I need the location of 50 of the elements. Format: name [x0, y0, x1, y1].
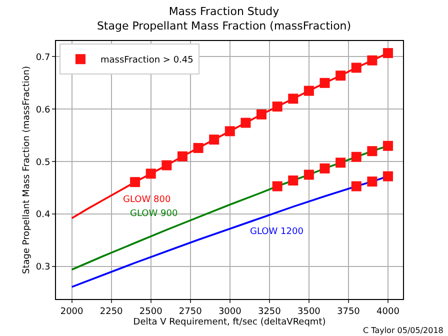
y-tick-label: 0.3 [36, 262, 50, 273]
series-label: GLOW 900 [130, 209, 178, 219]
x-tick-label: 4000 [376, 306, 400, 317]
point [351, 62, 362, 73]
series-label: GLOW 1200 [250, 227, 304, 237]
y-tick-label: 0.5 [36, 158, 50, 168]
point [162, 160, 172, 170]
point [130, 177, 140, 188]
point [351, 181, 362, 192]
y-tick-label: 0.7 [36, 52, 50, 63]
point [382, 171, 393, 182]
point [304, 170, 314, 180]
series-label: GLOW 800 [123, 195, 171, 205]
point [367, 55, 378, 66]
x-axis-title: Delta V Requirement, ft/sec (deltaVReqmt) [133, 318, 326, 328]
point [320, 163, 330, 174]
x-tick-label: 3750 [337, 306, 360, 317]
point [224, 126, 235, 136]
point [320, 78, 330, 88]
point [288, 175, 298, 186]
x-tick-label: 2000 [60, 306, 84, 317]
point [146, 168, 156, 179]
chart-title: Mass Fraction Study Stage Propellant Mass Fraction (massFraction) [96, 5, 352, 32]
x-tick-label: 3250 [258, 306, 282, 317]
x-tick-label: 2250 [100, 306, 124, 317]
point [256, 109, 267, 120]
point [272, 102, 282, 112]
point [272, 181, 282, 192]
y-axis-title: Stage Propellant Mass Fraction (massFraction) [22, 66, 32, 274]
legend-label: massFraction > 0.45 [100, 56, 194, 66]
y-tick-label: 0.6 [36, 105, 50, 116]
x-tick-label: 2750 [178, 306, 202, 317]
point [177, 151, 188, 162]
y-tick-label: 0.4 [36, 210, 50, 220]
text: C Taylor 05/05/2018 [363, 326, 444, 335]
point [367, 146, 378, 156]
point [304, 86, 314, 96]
x-tick-label: 3500 [297, 306, 321, 317]
point [240, 118, 251, 128]
x-tick-label: 2500 [139, 306, 163, 317]
point [288, 94, 298, 104]
point [351, 152, 362, 162]
point [382, 140, 393, 151]
point [367, 176, 378, 187]
point [209, 134, 220, 145]
point [193, 142, 204, 153]
point [336, 158, 346, 168]
point [336, 70, 346, 81]
point [382, 48, 393, 58]
x-tick-label: 3000 [218, 306, 242, 317]
